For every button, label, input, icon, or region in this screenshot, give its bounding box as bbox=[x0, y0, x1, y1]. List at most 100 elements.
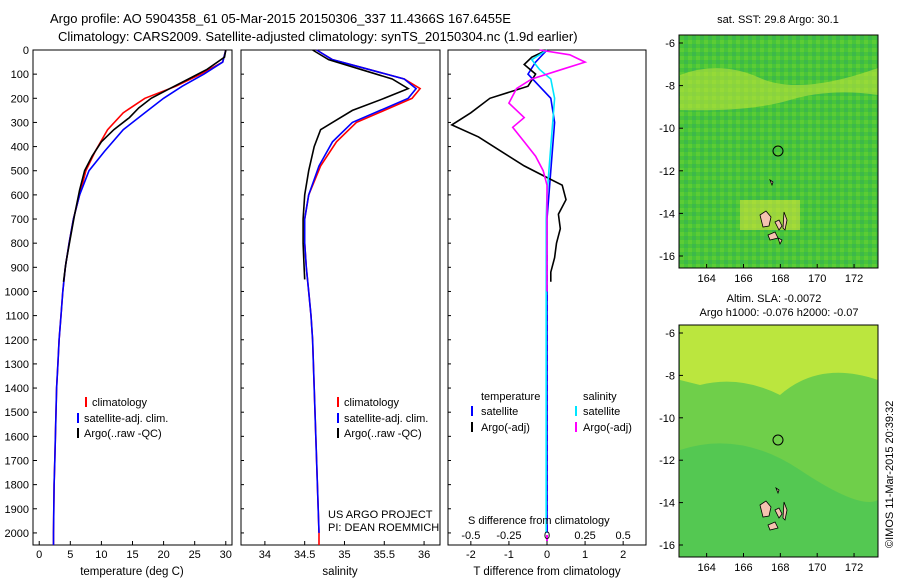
y-tick-label: 500 bbox=[11, 166, 29, 178]
map-y-tick-label: -16 bbox=[659, 251, 675, 263]
series-line-argo-raw-qc- bbox=[62, 49, 227, 282]
depth-axis-ticks: 0 100 200 300 400 500 600 700 800 900 1000 1100 1200… bbox=[5, 45, 37, 540]
x-tick-label: -1 bbox=[504, 549, 514, 561]
sla-map: Altim. SLA: -0.0072 Argo h1000: -0.076 h… bbox=[659, 293, 879, 574]
x-tick-label: 36 bbox=[418, 549, 430, 561]
s-difference-axis-ticks: -0.5 -0.25 0 0.25 0.5 bbox=[461, 530, 630, 542]
y-tick-label: 700 bbox=[11, 214, 29, 226]
t-difference-xlabel: T difference from climatology bbox=[473, 566, 620, 578]
legend-satellite-label: satellite-adj. clim. bbox=[84, 413, 168, 425]
x-tick-label: 2 bbox=[620, 549, 626, 561]
y-tick-label: 1700 bbox=[5, 455, 29, 467]
legend-satellite-label: satellite-adj. clim. bbox=[344, 413, 428, 425]
series-line-t-argo-adj- bbox=[450, 49, 567, 282]
y-tick-label: 1800 bbox=[5, 480, 29, 492]
y-tick-label: 100 bbox=[11, 69, 29, 81]
sst-map: sat. SST: 29.8 Argo: 30.1 164 166 168 bbox=[659, 14, 879, 285]
map-x-tick-label: 164 bbox=[697, 562, 715, 574]
vanuatu-islands bbox=[759, 486, 788, 531]
map-y-tick-label: -6 bbox=[665, 38, 675, 50]
top-tick-label: 0 bbox=[544, 530, 550, 542]
warm-band bbox=[680, 68, 878, 111]
x-tick-label: 25 bbox=[189, 549, 201, 561]
map-y-tick-label: -10 bbox=[659, 123, 675, 135]
legend-argo-label: Argo(..raw -QC) bbox=[84, 428, 162, 440]
y-tick-label: 600 bbox=[11, 190, 29, 202]
top-tick-label: 0.25 bbox=[574, 530, 595, 542]
y-tick-label: 400 bbox=[11, 142, 29, 154]
temperature-axis-ticks: 0 5 10 15 20 25 30 bbox=[36, 541, 232, 561]
y-tick-label: 1400 bbox=[5, 383, 29, 395]
y-tick-label: 0 bbox=[23, 45, 29, 57]
salinity-legend: climatology satellite-adj. clim. Argo(..… bbox=[337, 397, 428, 440]
temperature-panel: 0100200300400500600700800900100011001200… bbox=[5, 45, 233, 578]
sst-map-ticks: 164 166 168 170 172 -6 -8 -10 -12 -14 -16 bbox=[659, 38, 863, 285]
argo-float-marker bbox=[772, 434, 784, 446]
sst-map-title: sat. SST: 29.8 Argo: 30.1 bbox=[717, 14, 839, 26]
y-tick-label: 800 bbox=[11, 238, 29, 250]
legend-t-satellite-label: satellite bbox=[481, 406, 518, 418]
map-y-tick-label: -14 bbox=[659, 208, 675, 220]
legend-climatology-label: climatology bbox=[92, 397, 148, 409]
y-tick-label: 1100 bbox=[5, 311, 29, 323]
legend-t-argo-label: Argo(-adj) bbox=[481, 422, 530, 434]
map-y-tick-label: -12 bbox=[659, 166, 675, 178]
argo-float-marker bbox=[772, 145, 784, 157]
map-x-tick-label: 168 bbox=[771, 562, 789, 574]
x-tick-label: 0 bbox=[36, 549, 42, 561]
map-x-tick-label: 166 bbox=[734, 273, 752, 285]
legend-s-satellite-label: satellite bbox=[583, 406, 620, 418]
x-tick-label: 30 bbox=[220, 549, 232, 561]
map-x-tick-label: 168 bbox=[771, 273, 789, 285]
map-x-tick-label: 164 bbox=[697, 273, 715, 285]
map-x-tick-label: 166 bbox=[734, 562, 752, 574]
top-tick-label: -0.5 bbox=[461, 530, 480, 542]
salinity-axis-ticks: 34 34.5 35 35.5 36 bbox=[259, 541, 430, 561]
temperature-lines bbox=[52, 49, 227, 545]
x-tick-label: 34.5 bbox=[294, 549, 315, 561]
salinity-lines bbox=[241, 49, 422, 545]
x-tick-label: -2 bbox=[466, 549, 476, 561]
series-line-climatology bbox=[52, 49, 227, 545]
pi-label: PI: DEAN ROEMMICH bbox=[328, 522, 439, 534]
high-sla-band bbox=[680, 325, 878, 395]
s-difference-xlabel: S difference from climatology bbox=[468, 515, 610, 527]
y-tick-label: 1000 bbox=[5, 286, 29, 298]
legend-argo-label: Argo(..raw -QC) bbox=[344, 428, 422, 440]
x-tick-label: 15 bbox=[126, 549, 138, 561]
warm-patch bbox=[740, 200, 800, 230]
map-x-tick-label: 172 bbox=[845, 562, 863, 574]
salinity-xlabel: salinity bbox=[322, 566, 357, 578]
series-line-satellite-adj-clim- bbox=[52, 49, 227, 545]
x-tick-label: 35 bbox=[338, 549, 350, 561]
map-y-tick-label: -16 bbox=[659, 540, 675, 552]
sla-map-title1: Altim. SLA: -0.0072 bbox=[727, 293, 822, 305]
legend-salinity-title: salinity bbox=[583, 391, 617, 403]
x-tick-label: 10 bbox=[95, 549, 107, 561]
top-tick-label: 0.5 bbox=[616, 530, 631, 542]
sla-map-title2: Argo h1000: -0.076 h2000: -0.07 bbox=[699, 307, 858, 319]
y-tick-label: 2000 bbox=[5, 528, 29, 540]
y-tick-label: 900 bbox=[11, 262, 29, 274]
map-y-tick-label: -10 bbox=[659, 413, 675, 425]
y-tick-label: 1900 bbox=[5, 504, 29, 516]
t-difference-axis-ticks: -2 -1 0 1 2 bbox=[466, 541, 626, 561]
salinity-axes-frame bbox=[240, 49, 441, 546]
series-line-t-satellite bbox=[526, 49, 556, 533]
low-sla-band bbox=[680, 443, 878, 557]
map-x-tick-label: 170 bbox=[808, 562, 826, 574]
y-tick-label: 1500 bbox=[5, 407, 29, 419]
x-tick-label: 20 bbox=[157, 549, 169, 561]
temperature-xlabel: temperature (deg C) bbox=[80, 566, 184, 578]
y-tick-label: 300 bbox=[11, 117, 29, 129]
difference-legend: temperature salinity satellite Argo(-adj… bbox=[471, 391, 632, 434]
series-line-s-satellite bbox=[530, 49, 556, 533]
sst-map-frame bbox=[678, 34, 879, 269]
map-y-tick-label: -14 bbox=[659, 498, 675, 510]
figure-title-line1: Argo profile: AO 5904358_61 05-Mar-2015 … bbox=[50, 11, 511, 26]
credit-label: US ARGO PROJECT bbox=[328, 509, 433, 521]
x-tick-label: 5 bbox=[67, 549, 73, 561]
map-y-tick-label: -6 bbox=[665, 328, 675, 340]
series-line-satellite-adj-clim- bbox=[303, 49, 418, 533]
